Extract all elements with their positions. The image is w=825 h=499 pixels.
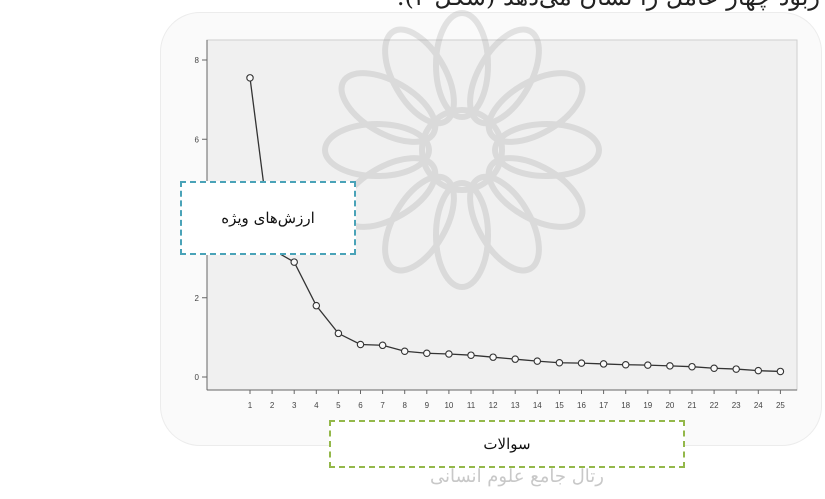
data-point bbox=[599, 360, 608, 368]
x-tick-label: 11 bbox=[467, 401, 476, 410]
x-tick-label: 23 bbox=[732, 401, 741, 410]
watermark-petal bbox=[322, 121, 432, 179]
x-tick-label: 1 bbox=[248, 401, 253, 410]
data-point bbox=[511, 355, 519, 363]
x-tick-label: 5 bbox=[336, 401, 341, 410]
data-point bbox=[621, 360, 630, 369]
ylabel-callout: ارزش‌های ویژه bbox=[180, 181, 356, 255]
x-tick-label: 16 bbox=[577, 401, 586, 410]
y-tick-label: 8 bbox=[195, 56, 200, 65]
data-point bbox=[467, 351, 475, 359]
tick-labels: 0246812345678910111213141516171819202122… bbox=[195, 56, 786, 410]
watermark-petal bbox=[485, 155, 586, 230]
watermark-petal bbox=[492, 121, 602, 179]
page-top-text: زبود چهار عامل را نشان می‌دهد (شکل ۲). bbox=[300, 0, 820, 11]
data-point bbox=[290, 258, 298, 266]
x-tick-label: 18 bbox=[621, 401, 630, 410]
x-tick-label: 6 bbox=[358, 401, 363, 410]
data-point bbox=[378, 341, 387, 350]
x-tick-label: 14 bbox=[533, 401, 542, 410]
x-tick-label: 22 bbox=[710, 401, 719, 410]
y-tick-label: 6 bbox=[195, 135, 200, 144]
watermark-emblem-icon bbox=[322, 10, 602, 290]
watermark-core bbox=[419, 107, 505, 193]
watermark-petal bbox=[467, 173, 542, 274]
watermark-petal bbox=[433, 10, 491, 120]
x-tick-label: 2 bbox=[270, 401, 275, 410]
watermark-petal bbox=[382, 173, 457, 274]
y-tick-label: 0 bbox=[195, 373, 200, 382]
data-point bbox=[555, 358, 564, 367]
data-point bbox=[644, 361, 652, 369]
data-point bbox=[754, 366, 763, 375]
data-point bbox=[666, 362, 674, 370]
data-point bbox=[489, 353, 497, 361]
x-tick-label: 10 bbox=[444, 401, 453, 410]
data-point bbox=[732, 365, 740, 373]
data-point bbox=[710, 364, 718, 373]
footer-watermark-text: رتال جامع علوم انسانی bbox=[430, 466, 604, 487]
xlabel-callout: سوالات bbox=[329, 420, 685, 468]
watermark-petal bbox=[338, 70, 439, 145]
data-point bbox=[445, 350, 453, 358]
data-point bbox=[776, 367, 785, 376]
data-point bbox=[400, 347, 409, 355]
ylabel-callout-text: ارزش‌های ویژه bbox=[221, 209, 315, 227]
watermark-petal bbox=[485, 70, 586, 145]
x-tick-label: 15 bbox=[555, 401, 564, 410]
y-tick-label: 2 bbox=[195, 294, 200, 303]
watermark-petal bbox=[433, 180, 491, 290]
watermark-petal bbox=[382, 26, 457, 127]
data-point bbox=[688, 362, 696, 371]
x-tick-label: 13 bbox=[511, 401, 520, 410]
x-tick-label: 21 bbox=[688, 401, 697, 410]
data-point bbox=[533, 357, 542, 365]
x-tick-label: 24 bbox=[754, 401, 763, 410]
x-tick-label: 3 bbox=[292, 401, 297, 410]
x-tick-label: 8 bbox=[402, 401, 407, 410]
x-tick-label: 25 bbox=[776, 401, 785, 410]
x-tick-label: 12 bbox=[489, 401, 498, 410]
x-tick-label: 17 bbox=[599, 401, 608, 410]
x-tick-label: 9 bbox=[425, 401, 430, 410]
x-tick-label: 19 bbox=[643, 401, 652, 410]
data-point bbox=[356, 340, 365, 349]
data-point bbox=[334, 329, 343, 338]
x-tick-label: 20 bbox=[665, 401, 674, 410]
watermark-petal bbox=[467, 26, 542, 127]
data-point bbox=[577, 359, 586, 367]
x-tick-label: 4 bbox=[314, 401, 319, 410]
x-tick-label: 7 bbox=[380, 401, 385, 410]
xlabel-callout-text: سوالات bbox=[483, 435, 531, 453]
data-point bbox=[423, 349, 431, 357]
data-point bbox=[312, 301, 321, 310]
data-point bbox=[246, 74, 254, 82]
